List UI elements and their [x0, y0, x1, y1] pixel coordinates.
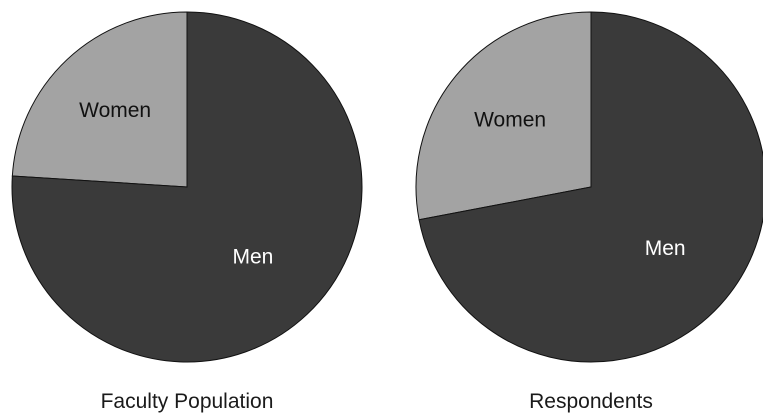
faculty-population-slice-women	[11, 11, 188, 188]
faculty-population-caption: Faculty Population	[101, 390, 274, 413]
respondents-slice-men	[418, 11, 763, 363]
faculty-population-pie: Women Men	[11, 11, 363, 363]
faculty-population-label-women: Women	[79, 99, 151, 122]
respondents-label-women: Women	[474, 109, 546, 132]
respondents-label-men: Men	[645, 237, 686, 260]
respondents-caption: Respondents	[529, 390, 653, 413]
faculty-population-slice-men	[11, 11, 363, 363]
faculty-population-label-men: Men	[232, 246, 273, 269]
respondents-slice-women	[415, 11, 592, 221]
respondents-pie: Women Men	[415, 11, 763, 363]
